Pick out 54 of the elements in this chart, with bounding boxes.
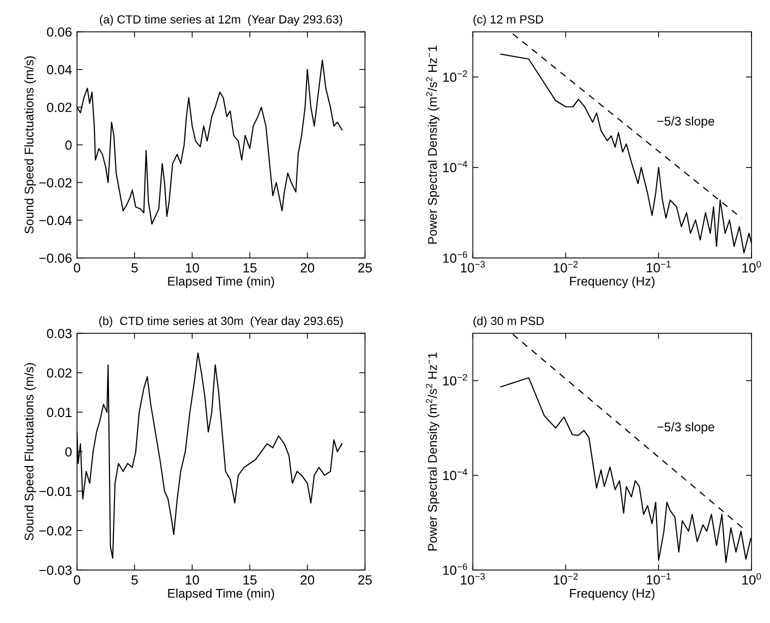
x-tick-label: 25 [358,575,372,585]
x-tick-label: 15 [243,263,257,272]
x-tick-label: 10 [186,575,200,585]
chart-title: (a) CTD time series at 12m (Year Day 293.63) [100,14,342,26]
y-axis-title: Power Spectral Density (m$^{2}$/s$^{2}$ Hz$^{−}$1 [426,46,440,244]
x-tick-label: 10$^{0}$ [742,261,761,272]
y-tick-label: −0.03 [39,566,72,575]
x-tick-label: 20 [300,263,314,272]
x-tick-label: 5 [131,263,138,272]
y-tick-label: 10$^{−6}$ [443,563,468,575]
y-tick-label: 0.04 [46,65,72,74]
y-axis-title: Sound Speed Fluctuations (m/s) [24,363,36,540]
y-axis-title: Power Spectral Density (m$^{2}$/s$^{2}$ Hz$^{−}$1 [426,352,440,550]
y-tick-label: −0.04 [39,216,72,226]
x-axis-title: Elapsed Time (min) [168,588,274,600]
annotation: −5/3 slope [657,422,714,434]
y-tick-label: 0 [65,140,72,150]
x-tick-label: 0 [74,263,80,272]
y-tick-label: 10$^{−4}$ [443,468,468,480]
x-tick-label: 10 [186,263,200,272]
x-tick-label: 10$^{−1}$ [646,573,671,584]
x-tick-label: 10$^{−3}$ [460,261,485,272]
y-tick-label: −0.01 [39,486,72,496]
x-tick-label: 15 [243,575,257,585]
x-tick-label: 10$^{−2}$ [554,261,578,272]
x-axis-title: Elapsed Time (min) [168,276,274,288]
y-tick-label: 0.02 [46,368,72,378]
y-tick-label: 0.01 [46,408,72,418]
chart-title: (b) CTD time series at 30m (Year day 293.65) [99,316,343,328]
x-tick-label: 10$^{−1}$ [646,261,671,272]
y-tick-label: −0.02 [39,526,72,536]
x-axis-title: Frequency (Hz) [570,588,654,600]
y-tick-label: 10$^{−4}$ [443,160,468,172]
y-axis-title: Sound Speed Fluctuations (m/s) [24,56,36,234]
annotation: −5/3 slope [657,116,714,128]
y-tick-label: 0.06 [46,27,72,37]
y-tick-label: 10$^{−2}$ [443,70,468,82]
y-tick-label: −0.02 [39,178,72,188]
x-tick-label: 0 [74,575,80,585]
y-tick-label: 0.02 [46,102,72,112]
x-axis-title: Frequency (Hz) [570,276,654,288]
y-tick-label: −0.06 [39,253,72,263]
x-tick-label: 10$^{−3}$ [460,573,485,585]
y-tick-label: 0.03 [46,328,72,338]
x-tick-label: 5 [131,575,138,585]
y-tick-label: 0 [65,447,72,457]
x-tick-label: 20 [300,575,314,585]
x-tick-label: 10$^{−2}$ [554,573,578,585]
x-tick-label: 25 [358,263,372,272]
y-tick-label: 10$^{−2}$ [443,374,468,386]
chart-title: (c) 12 m PSD [474,14,544,26]
y-tick-label: 10$^{−6}$ [443,251,468,263]
chart-title: (d) 30 m PSD [474,316,544,328]
x-tick-label: 10$^{0}$ [742,573,761,585]
